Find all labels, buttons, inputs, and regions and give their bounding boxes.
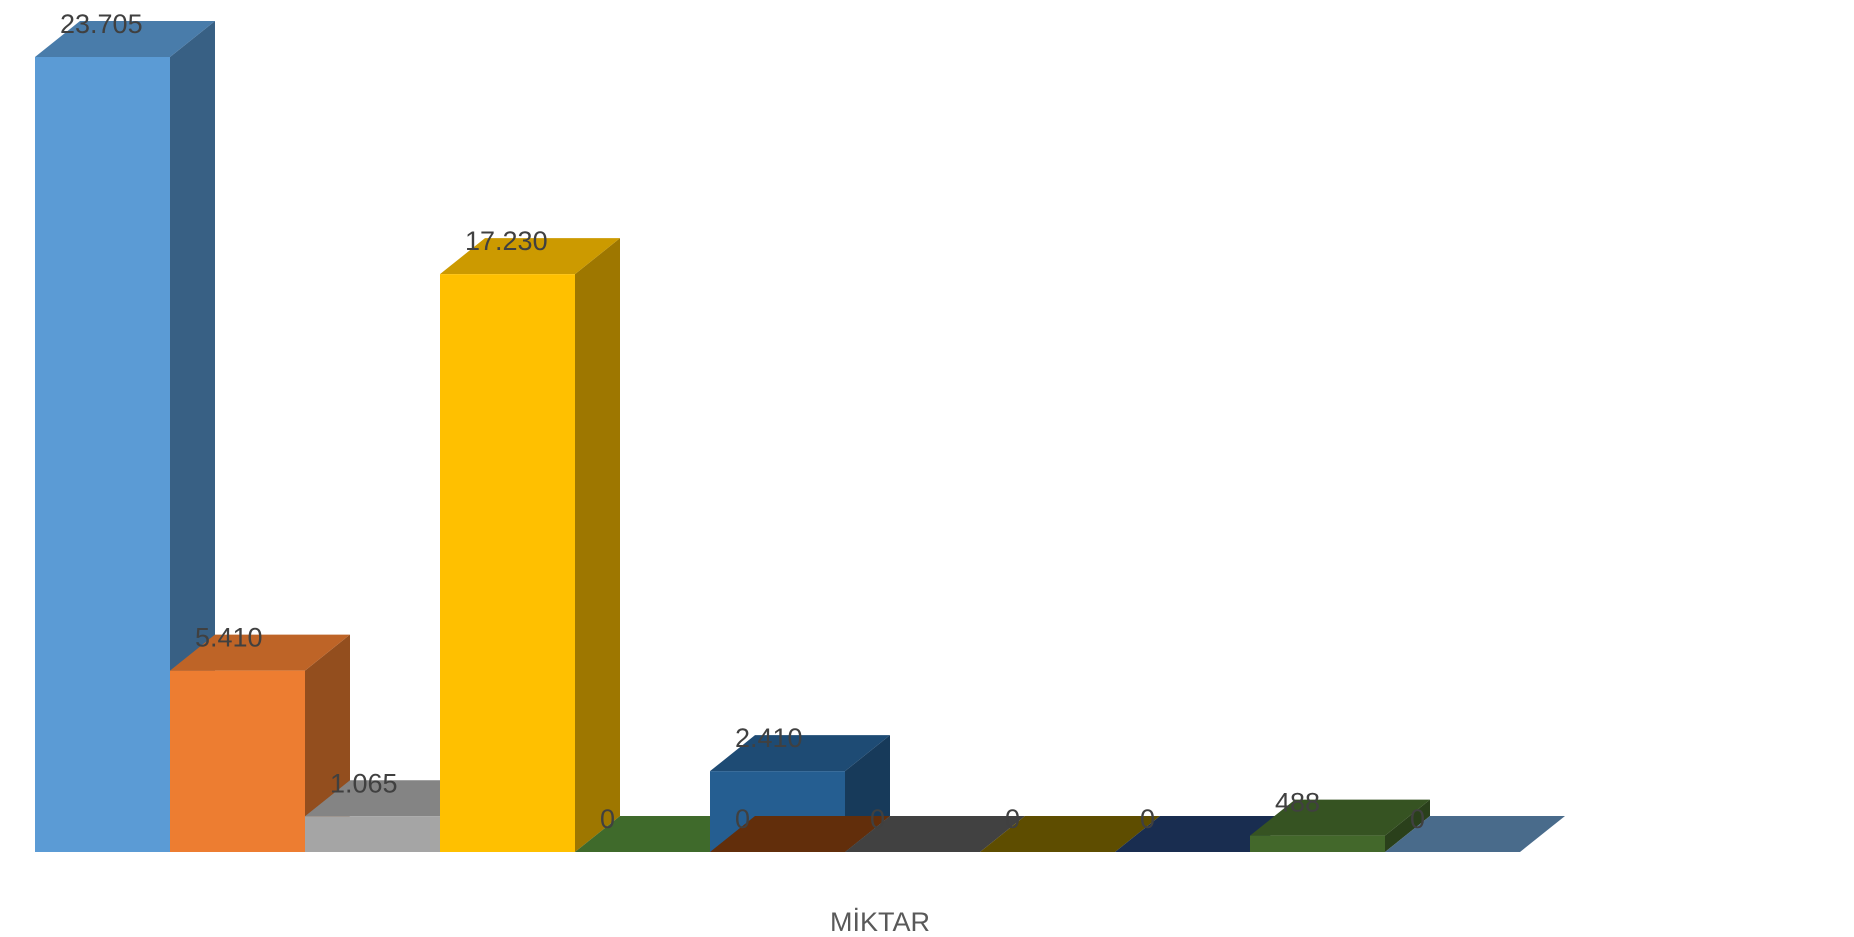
data-label-5: 0: [600, 804, 615, 834]
bar-top-face: [845, 816, 1025, 852]
data-label-7: 0: [735, 804, 750, 834]
bar-top-face: [710, 816, 890, 852]
bar-side-face: [1385, 799, 1430, 852]
data-labels-layer: 23.705 5.410 1.065 17.230 0 2.410 0 0 0 0 488 0: [60, 9, 1425, 834]
data-label-1: 23.705: [60, 9, 143, 39]
data-label-12: 0: [1410, 804, 1425, 834]
data-label-3: 1.065: [330, 768, 398, 798]
data-label-11: 488: [1275, 788, 1320, 818]
bar-top-face: [980, 816, 1160, 852]
bar-top-face: [35, 21, 215, 57]
bar-8: [845, 816, 1025, 852]
bar-front-face: [305, 816, 440, 852]
data-label-4: 17.230: [465, 226, 548, 256]
bar-top-face: [1385, 816, 1565, 852]
data-label-9: 0: [1005, 804, 1020, 834]
bar-front-face: [440, 274, 575, 852]
bar-top-face: [170, 634, 350, 671]
bar-top-face: [1250, 799, 1430, 836]
data-label-8: 0: [870, 804, 885, 834]
bar-front-face: [170, 670, 305, 852]
bar-top-face: [710, 735, 890, 772]
bars-layer: [35, 21, 1565, 852]
bar-1: [35, 21, 215, 852]
bar-12: [1385, 816, 1565, 852]
bar-top-face: [440, 238, 620, 275]
bar-4: [440, 238, 620, 852]
bar-front-face: [1250, 835, 1385, 852]
data-label-2: 5.410: [195, 623, 263, 653]
bar-side-face: [575, 238, 620, 852]
bar-front-face: [35, 57, 170, 852]
bar-9: [980, 816, 1160, 852]
bar-7: [710, 816, 890, 852]
x-axis-category-label: MİKTAR: [830, 906, 930, 937]
data-label-10: 0: [1140, 804, 1155, 834]
bar-11: [1250, 799, 1430, 852]
data-label-6: 2.410: [735, 723, 803, 753]
